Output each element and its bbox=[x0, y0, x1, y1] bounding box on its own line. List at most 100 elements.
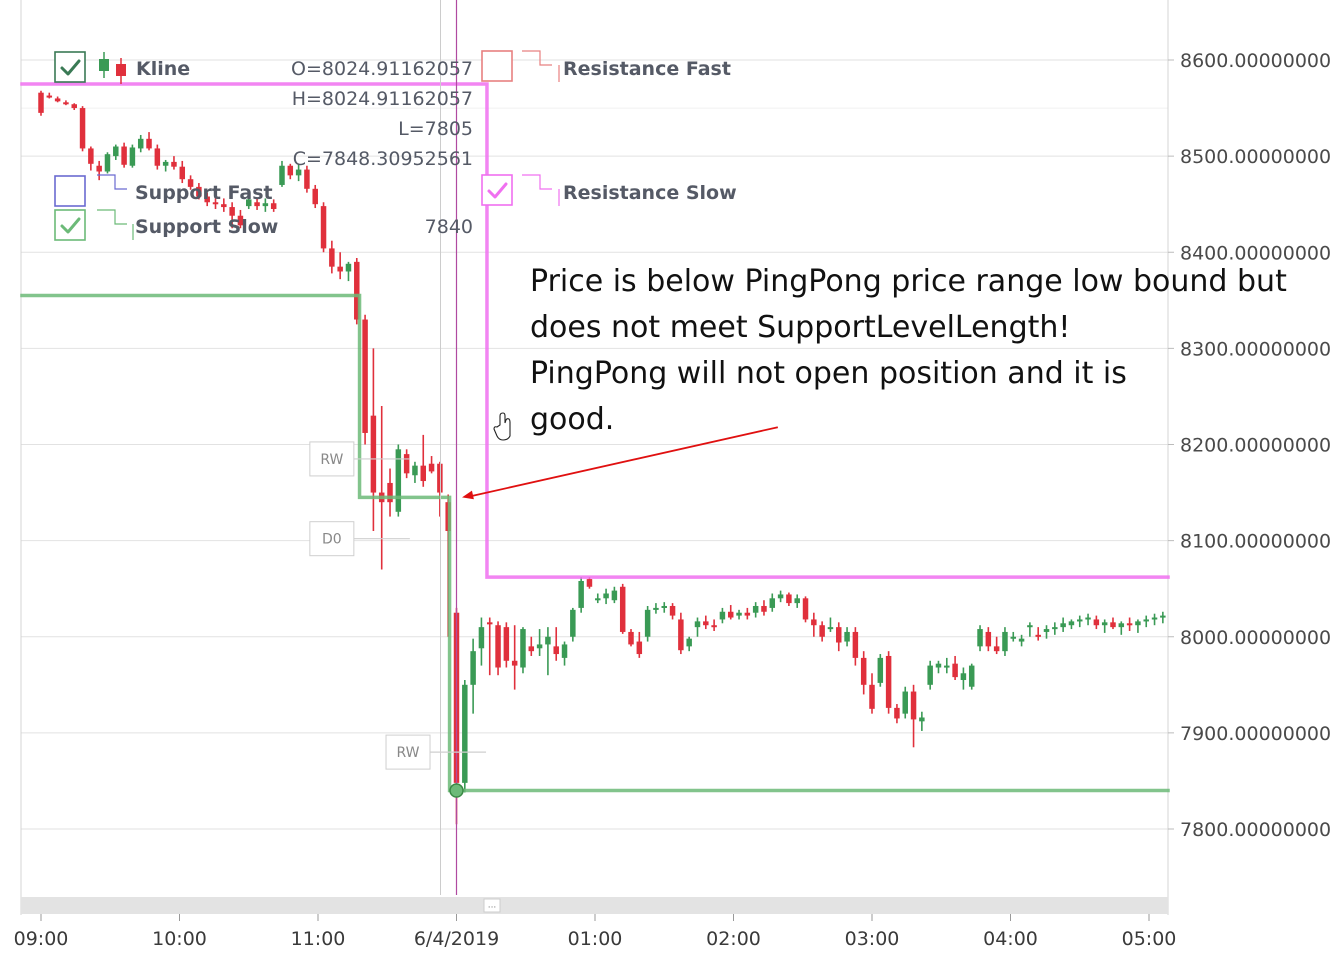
candle-body-114 bbox=[985, 631, 992, 647]
x-tick-label-5: 02:00 bbox=[706, 928, 761, 950]
candle-body-88 bbox=[769, 598, 776, 608]
annotation-line-3: good. bbox=[530, 402, 614, 437]
candle-body-132 bbox=[1135, 621, 1141, 626]
candles bbox=[38, 90, 1166, 825]
candle-body-32 bbox=[304, 169, 310, 189]
y-tick-label-5: 8100.00000000 bbox=[1180, 531, 1331, 553]
level-markers[interactable]: RW D0 RW bbox=[309, 441, 487, 770]
candle-body-119 bbox=[1027, 625, 1033, 628]
resistance-fast-checkbox bbox=[481, 50, 513, 82]
x-tick-label-8: 05:00 bbox=[1122, 928, 1177, 950]
level-lines bbox=[20, 82, 1170, 793]
candle-body-69 bbox=[611, 590, 618, 601]
candle-body-101 bbox=[877, 657, 884, 683]
x-tick-label-6: 03:00 bbox=[845, 928, 900, 950]
candle-body-131 bbox=[1126, 623, 1133, 626]
x-tick-label-1: 10:00 bbox=[152, 928, 207, 950]
annotation-line-0: Price is below PingPong price range low … bbox=[530, 264, 1287, 299]
candle-body-94 bbox=[819, 625, 825, 637]
annotation-arrow-head bbox=[462, 490, 474, 500]
candle-body-135 bbox=[1160, 615, 1166, 618]
candle-body-106 bbox=[919, 717, 925, 722]
candle-body-83 bbox=[727, 611, 734, 618]
candle-body-3 bbox=[63, 102, 69, 105]
candle-body-122 bbox=[1052, 627, 1058, 630]
candle-body-84 bbox=[736, 612, 742, 616]
x-tick-label-0: 09:00 bbox=[14, 928, 69, 950]
candle-body-12 bbox=[137, 138, 144, 149]
tooltip-open: O=8024.91162057 bbox=[291, 58, 473, 80]
candle-body-134 bbox=[1151, 617, 1158, 620]
candle-body-65 bbox=[578, 580, 584, 608]
y-tick-label-2: 8400.00000000 bbox=[1180, 242, 1331, 264]
resistance-fast-connector bbox=[522, 50, 552, 66]
candle-body-13 bbox=[146, 138, 152, 149]
candle-body-47 bbox=[428, 463, 435, 472]
support-fast-connector bbox=[97, 174, 127, 190]
candle-body-14 bbox=[154, 148, 161, 166]
y-tick-label-8: 7800.00000000 bbox=[1180, 819, 1331, 841]
candle-body-58 bbox=[520, 629, 526, 668]
marker-box-0 bbox=[309, 441, 355, 477]
x-tick-label-3: 6/4/2019 bbox=[414, 928, 499, 950]
candle-body-86 bbox=[752, 605, 759, 613]
candle-body-128 bbox=[1101, 622, 1108, 626]
candle-body-97 bbox=[844, 631, 850, 642]
candle-body-76 bbox=[669, 605, 676, 616]
candle-body-20 bbox=[204, 196, 210, 203]
tooltip-support-slow: 7840 bbox=[425, 216, 473, 238]
candle-body-129 bbox=[1110, 622, 1116, 628]
resistance-slow-line bbox=[20, 82, 1170, 579]
legend-label-resistance-fast: Resistance Fast bbox=[563, 58, 731, 80]
candle-body-80 bbox=[703, 621, 709, 626]
annotation-arrow-line bbox=[469, 426, 779, 498]
candle-body-8 bbox=[104, 154, 111, 172]
horizontal-scrollbar[interactable]: ··· bbox=[21, 897, 1168, 914]
candle-body-62 bbox=[553, 646, 559, 655]
support-slow-check-icon bbox=[60, 217, 81, 234]
candle-body-111 bbox=[960, 673, 967, 681]
candle-body-70 bbox=[619, 586, 626, 632]
annotation-line-2: PingPong will not open position and it i… bbox=[530, 356, 1127, 391]
support-slow-line bbox=[20, 293, 1170, 793]
candle-body-48 bbox=[437, 463, 443, 493]
candle-body-18 bbox=[187, 179, 194, 187]
candle-body-16 bbox=[171, 161, 177, 167]
candle-body-25 bbox=[246, 199, 252, 207]
candle-body-55 bbox=[495, 625, 501, 668]
candle-body-85 bbox=[744, 612, 751, 616]
candle-body-53 bbox=[478, 627, 485, 649]
candle-body-67 bbox=[595, 598, 601, 601]
candle-body-21 bbox=[212, 202, 219, 205]
candle-body-71 bbox=[628, 631, 634, 645]
candle-body-34 bbox=[320, 206, 327, 249]
hand-cursor-shape bbox=[493, 412, 511, 441]
candle-body-19 bbox=[196, 186, 202, 197]
x-tick-label-4: 01:00 bbox=[568, 928, 623, 950]
candle-body-42 bbox=[387, 482, 393, 503]
candle-body-125 bbox=[1077, 619, 1083, 622]
support-slow-connector bbox=[97, 209, 127, 225]
candle-body-110 bbox=[952, 663, 958, 678]
candle-body-87 bbox=[761, 605, 767, 612]
candle-body-102 bbox=[885, 655, 892, 708]
legend[interactable]: Kline Support Fast Support Slow Resistance … bbox=[54, 50, 737, 241]
y-tick-label-7: 7900.00000000 bbox=[1180, 723, 1331, 745]
candle-body-90 bbox=[786, 594, 792, 604]
candle-body-28 bbox=[270, 203, 277, 209]
candle-body-126 bbox=[1085, 617, 1091, 620]
crosshair-point bbox=[449, 783, 464, 798]
candle-body-40 bbox=[370, 415, 377, 493]
x-tick-label-7: 04:00 bbox=[983, 928, 1038, 950]
candle-body-123 bbox=[1060, 623, 1066, 628]
y-tick-label-4: 8200.00000000 bbox=[1180, 435, 1331, 457]
resistance-slow-connector bbox=[522, 174, 552, 190]
candle-body-95 bbox=[827, 627, 834, 630]
candle-body-54 bbox=[486, 622, 493, 625]
crosshair bbox=[440, 0, 464, 895]
scrollbar-track bbox=[21, 897, 1168, 914]
candle-body-108 bbox=[935, 663, 942, 668]
candle-body-82 bbox=[719, 611, 726, 620]
candle-body-24 bbox=[237, 215, 244, 226]
